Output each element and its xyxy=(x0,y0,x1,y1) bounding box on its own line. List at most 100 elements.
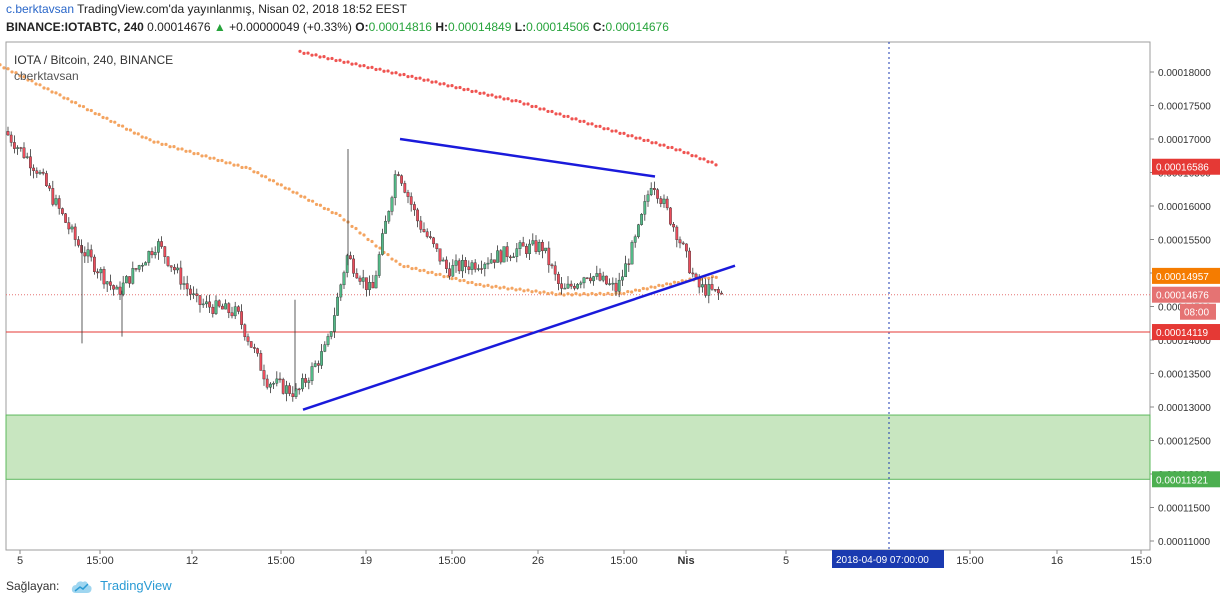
x-tick-label: Nis xyxy=(677,555,694,567)
price-label-text: 0.00014957 xyxy=(1156,272,1209,283)
candle xyxy=(304,373,307,388)
price-label: 0.00014119 xyxy=(1152,324,1220,341)
ma-1-point xyxy=(538,291,542,295)
candle-body xyxy=(227,303,231,313)
candle xyxy=(112,284,116,296)
candle xyxy=(448,262,451,280)
candle-body xyxy=(365,277,368,290)
ma-1-point xyxy=(144,136,148,140)
ma-1-point xyxy=(314,202,319,207)
ma-1-point xyxy=(434,273,438,277)
candle-body xyxy=(707,284,711,296)
price-chart[interactable]: 0.000180000.000175000.000170000.00016500… xyxy=(0,40,1228,570)
ma-1-point xyxy=(46,87,50,91)
triangle-upper-trendline xyxy=(399,137,656,178)
candle-body xyxy=(192,293,195,295)
author-link[interactable]: c.berktavsan xyxy=(6,2,75,16)
candle xyxy=(272,381,275,390)
ma-1-point xyxy=(653,285,657,289)
ma-1-point xyxy=(212,156,216,160)
ma-1-point xyxy=(109,119,113,124)
ma-1-point xyxy=(661,284,665,288)
candle-body xyxy=(390,197,394,212)
ma-1-point xyxy=(275,182,279,186)
candle xyxy=(9,131,13,147)
candle-body xyxy=(288,385,291,394)
ma-2-point xyxy=(330,56,334,61)
candle xyxy=(614,277,618,296)
price-label-box xyxy=(1152,471,1220,488)
candle-body xyxy=(493,259,496,263)
candle-body xyxy=(480,268,483,270)
candle-body xyxy=(713,289,717,291)
candle xyxy=(425,228,429,239)
candle xyxy=(336,292,339,316)
candle-body xyxy=(573,285,576,289)
ma-2-point xyxy=(358,64,362,68)
candle xyxy=(201,298,205,308)
candle xyxy=(717,286,720,300)
ma-2-point xyxy=(590,122,594,126)
candle xyxy=(32,164,36,179)
ma-1-point xyxy=(260,174,264,178)
ma-2-point xyxy=(342,60,346,64)
candle xyxy=(685,243,688,258)
candle-body xyxy=(608,283,612,285)
candle xyxy=(307,377,311,390)
ma-1-point xyxy=(97,112,101,116)
ma-2-point xyxy=(602,127,606,131)
candle xyxy=(220,303,224,310)
ma-1-point xyxy=(307,198,311,202)
ma-1-point xyxy=(630,290,634,294)
candle xyxy=(73,223,77,247)
x-tick-label: 16 xyxy=(1051,555,1063,567)
candle-body xyxy=(637,224,640,237)
candle-body xyxy=(307,380,311,383)
ma-1-point xyxy=(34,82,38,86)
candle xyxy=(320,343,323,370)
tradingview-link[interactable]: TradingView xyxy=(100,578,172,593)
candle xyxy=(528,239,532,260)
candle-body xyxy=(176,267,179,271)
candle xyxy=(592,275,596,286)
ma-1-point xyxy=(299,194,303,198)
candle xyxy=(621,269,624,286)
candle-body xyxy=(198,295,202,305)
candle xyxy=(105,280,109,292)
candle xyxy=(624,255,628,278)
candle-body xyxy=(624,263,628,278)
candle-body xyxy=(297,388,301,391)
candle-body xyxy=(163,246,167,257)
candle-body xyxy=(553,265,557,275)
candle xyxy=(361,269,365,289)
candle xyxy=(544,247,548,254)
ma-1-point xyxy=(318,203,323,207)
candle-body xyxy=(54,198,58,205)
ma-1-point xyxy=(287,187,291,191)
ma-1-point xyxy=(622,291,626,296)
candle-body xyxy=(371,282,375,289)
ma-1-point xyxy=(490,285,494,289)
candle-body xyxy=(294,388,298,397)
candle xyxy=(118,281,122,301)
candle xyxy=(595,265,599,280)
candle-body xyxy=(131,268,135,284)
ma-2-point xyxy=(454,86,458,90)
ma-2-point xyxy=(694,154,698,158)
ma-1-point xyxy=(418,268,422,273)
ma-1-point xyxy=(160,142,164,146)
price-label: 0.00014957 xyxy=(1152,267,1220,284)
candle-body xyxy=(185,283,189,290)
candle-body xyxy=(592,276,596,282)
candle-body xyxy=(377,254,381,276)
change-value: +0.00000049 (+0.33%) xyxy=(229,20,352,34)
change-up-icon: ▲ xyxy=(213,20,226,34)
ma-1-point xyxy=(192,152,196,156)
ma-1-point xyxy=(668,282,673,286)
ma-1-point xyxy=(672,280,677,284)
ma-1-point xyxy=(602,292,606,297)
candle-body xyxy=(547,247,551,266)
ma-1-point xyxy=(562,293,566,297)
open-value: 0.00014816 xyxy=(368,20,432,34)
candle xyxy=(83,246,87,263)
